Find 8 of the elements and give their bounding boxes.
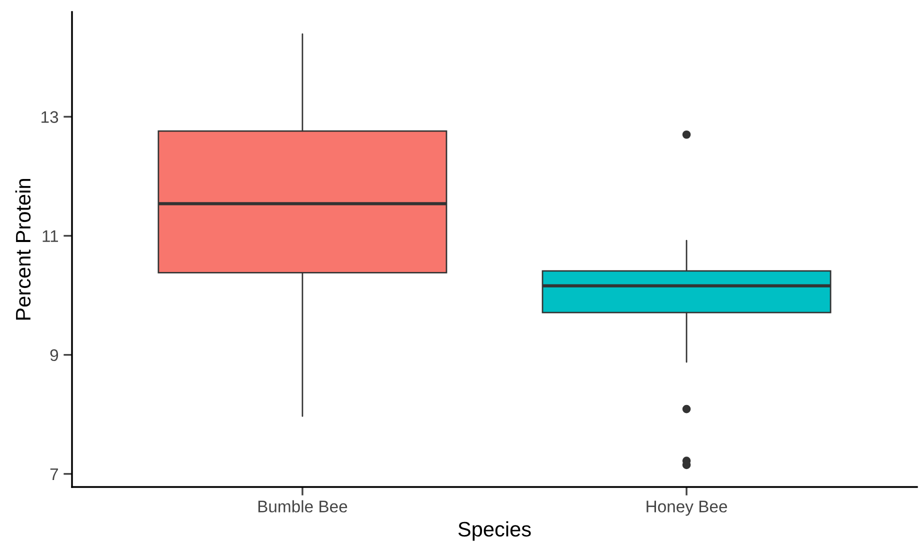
x-tick-label: Honey Bee — [646, 500, 728, 516]
y-tick-label: 7 — [50, 468, 58, 480]
x-axis-title: Species — [458, 521, 531, 541]
y-tick-label: 9 — [50, 349, 58, 362]
y-tick-label: 13 — [42, 111, 58, 123]
y-axis-title: Percent Protein — [15, 179, 31, 320]
x-tick-label: Bumble Bee — [258, 500, 348, 512]
y-tick-label: 11 — [42, 230, 58, 242]
